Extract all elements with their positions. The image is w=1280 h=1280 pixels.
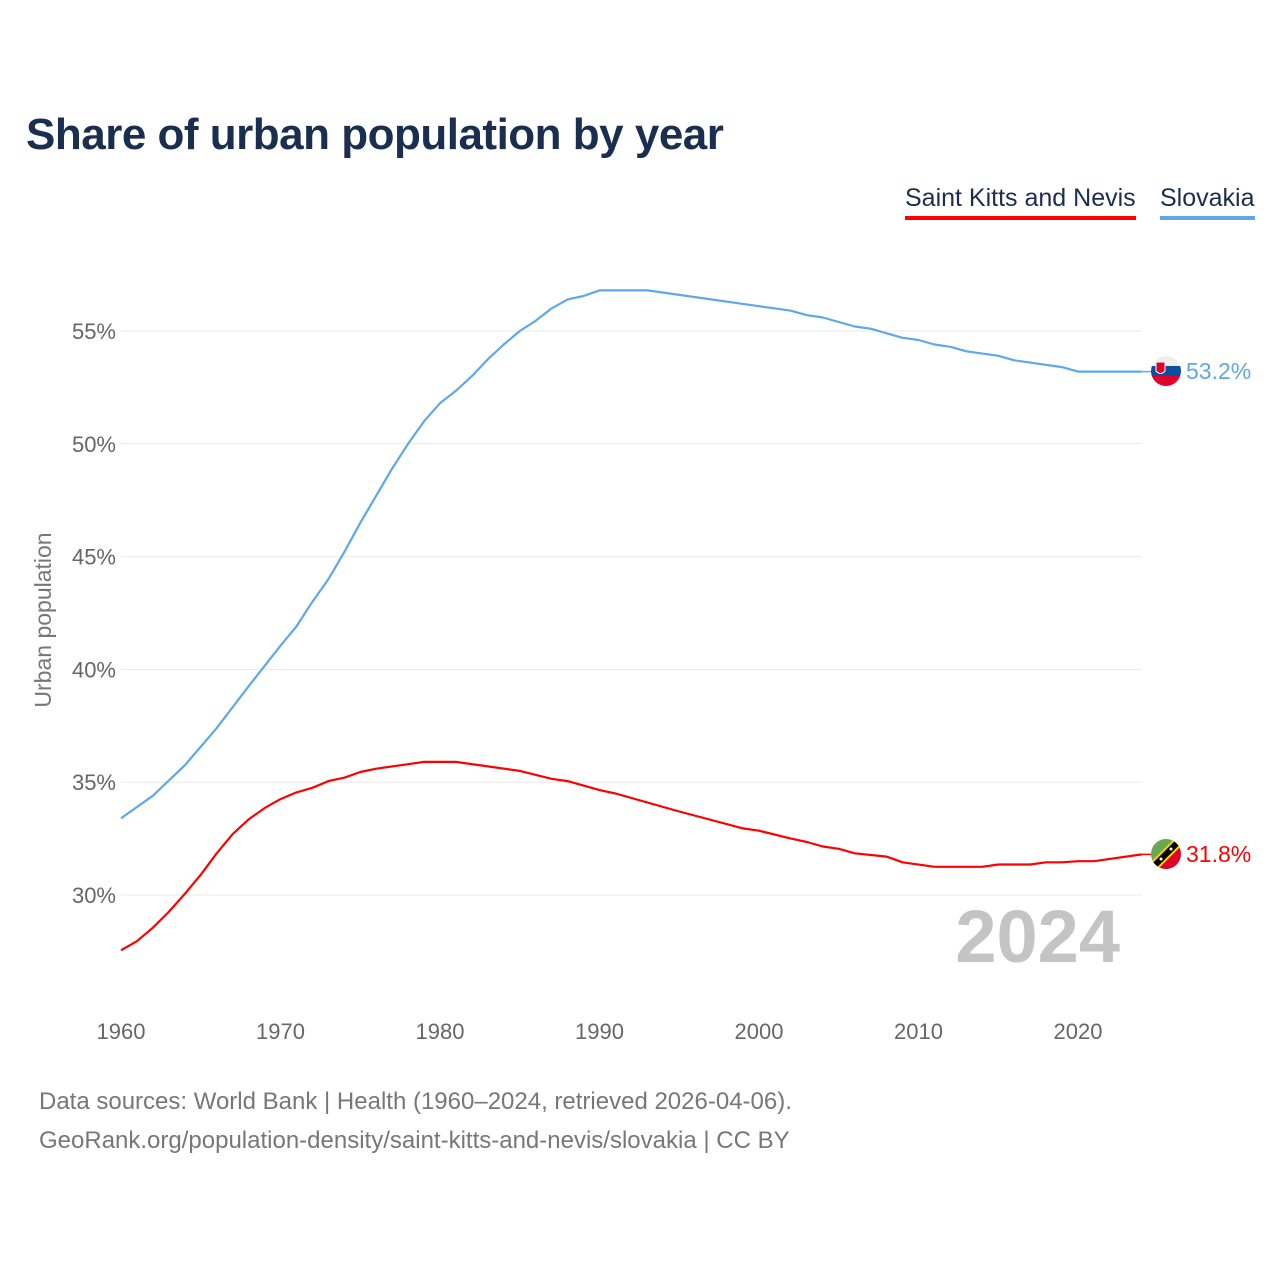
y-tick-label: 35% (72, 770, 116, 795)
year-watermark: 2024 (955, 895, 1120, 978)
legend-item-saint-kitts-and-nevis[interactable]: Saint Kitts and Nevis (905, 184, 1136, 220)
x-tick-label: 2000 (735, 1019, 784, 1044)
x-tick-label: 1980 (416, 1019, 465, 1044)
y-tick-label: 55% (72, 319, 116, 344)
data-source-note: Data sources: World Bank | Health (1960–… (39, 1088, 792, 1115)
x-tick-label: 2010 (894, 1019, 943, 1044)
slovakia-flag-icon (1151, 356, 1181, 386)
y-tick-label: 45% (72, 545, 116, 570)
series-line-slovakia (120, 289, 1142, 820)
y-tick-label: 40% (72, 657, 116, 682)
end-label-saint-kitts-and-nevis: 31.8% (1186, 841, 1251, 867)
series-line-saint-kitts-and-nevis (120, 760, 1142, 952)
line-chart: 1960 1970 1980 1990 2000 2010 2020 30% 35% 40% 45… (30, 289, 1251, 1044)
chart-title: Share of urban population by year (26, 110, 724, 159)
x-tick-label: 1960 (97, 1019, 146, 1044)
end-label-slovakia: 53.2% (1186, 358, 1251, 384)
x-tick-label: 1990 (575, 1019, 624, 1044)
x-tick-label: 1970 (256, 1019, 305, 1044)
y-axis-label: Urban population (30, 532, 56, 707)
y-tick-label: 30% (72, 883, 116, 908)
x-tick-label: 2020 (1054, 1019, 1103, 1044)
y-tick-label: 50% (72, 432, 116, 457)
legend-item-slovakia[interactable]: Slovakia (1160, 184, 1255, 220)
saint-kitts-and-nevis-flag-icon (1151, 839, 1181, 869)
source-link[interactable]: GeoRank.org/population-density/saint-kit… (39, 1127, 790, 1154)
